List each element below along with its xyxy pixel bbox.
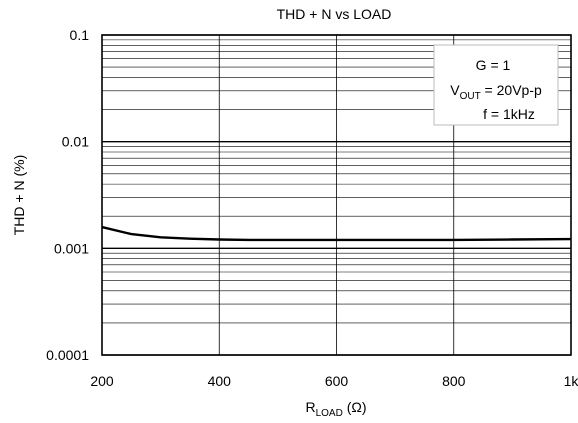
x-axis-label-main: R <box>305 399 315 415</box>
x-tick-label: 600 <box>325 373 349 389</box>
x-axis-label-sub: LOAD <box>316 408 343 419</box>
y-axis-label: THD + N (%) <box>11 155 27 236</box>
chart-title: THD + N vs LOAD <box>277 6 392 22</box>
annotation-gain: G = 1 <box>476 57 511 73</box>
y-tick-label: 0.001 <box>54 240 89 256</box>
y-tick-labels: 0.1 0.01 0.001 0.0001 <box>46 27 89 363</box>
series-line <box>101 225 572 242</box>
curve-layer <box>101 225 572 242</box>
annotation-frequency: f = 1kHz <box>483 106 535 122</box>
plot-frame <box>101 34 572 356</box>
x-tick-label: 1k <box>564 373 578 389</box>
annotation-vout-main: V <box>450 82 460 98</box>
x-tick-label: 800 <box>442 373 466 389</box>
x-tick-label: 200 <box>90 373 114 389</box>
annotation-background <box>433 44 559 126</box>
x-tick-label: 400 <box>208 373 232 389</box>
annotation-box: G = 1 VOUT = 20Vp-p f = 1kHz <box>433 44 559 126</box>
x-axis-label: RLOAD (Ω) <box>305 399 366 419</box>
annotation-vout-rest: = 20Vp-p <box>481 82 542 98</box>
annotation-vout: VOUT = 20Vp-p <box>450 82 542 102</box>
y-tick-label: 0.1 <box>70 27 90 43</box>
x-axis-label-unit: (Ω) <box>343 399 367 415</box>
annotation-vout-sub: OUT <box>460 91 481 102</box>
x-tick-labels: 200 400 600 800 1k <box>90 373 578 389</box>
y-tick-label: 0.0001 <box>46 347 89 363</box>
y-tick-label: 0.01 <box>62 134 89 150</box>
